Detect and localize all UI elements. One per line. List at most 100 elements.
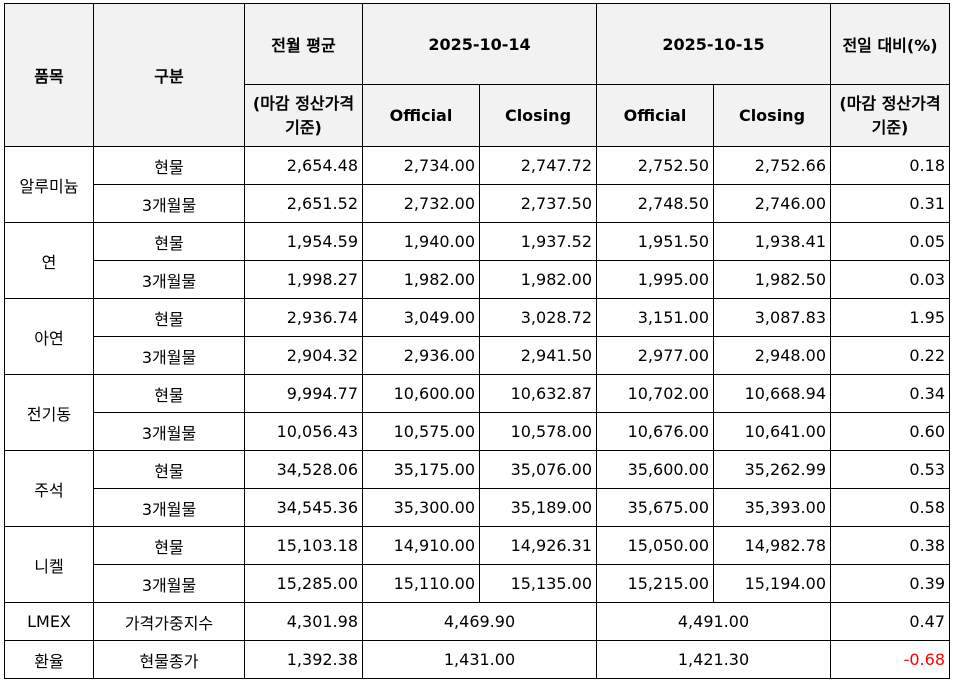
header-daily-change: 전일 대비(%) (830, 3, 950, 85)
header-date-1: 2025-10-14 (362, 3, 597, 85)
category-cell: 3개월물 (93, 336, 245, 375)
table-row: 전기동 현물 9,994.77 10,600.00 10,632.87 10,7… (4, 374, 950, 451)
d1-closing-cell: 2,737.50 (479, 184, 597, 223)
category-cell: 현물 (93, 222, 245, 261)
category-cell: 3개월물 (93, 260, 245, 299)
d1-value-cell: 1,431.00 (362, 640, 597, 679)
category-cell: 현물 (93, 298, 245, 337)
d2-closing-cell: 2,752.66 (713, 146, 831, 185)
avg-cell: 15,103.18 (244, 526, 363, 565)
d1-official-cell: 2,734.00 (362, 146, 480, 185)
avg-cell: 34,528.06 (244, 450, 363, 489)
d1-official-cell: 10,600.00 (362, 374, 480, 413)
d2-closing-cell: 15,194.00 (713, 564, 831, 603)
change-cell: 1.95 (830, 298, 950, 337)
d2-closing-cell: 1,938.41 (713, 222, 831, 261)
d1-closing-cell: 35,076.00 (479, 450, 597, 489)
header-d1-closing: Closing (479, 84, 597, 147)
d2-official-cell: 15,215.00 (596, 564, 714, 603)
header-category: 구분 (93, 3, 245, 147)
d1-closing-cell: 10,632.87 (479, 374, 597, 413)
avg-cell: 1,998.27 (244, 260, 363, 299)
header-prev-month-avg: 전월 평균 (244, 3, 363, 85)
d2-closing-cell: 35,393.00 (713, 488, 831, 527)
change-cell: 0.39 (830, 564, 950, 603)
d1-closing-cell: 15,135.00 (479, 564, 597, 603)
table-row: 3개월물 15,285.00 15,110.00 15,135.00 15,21… (5, 564, 950, 603)
d1-official-cell: 1,940.00 (362, 222, 480, 261)
d1-official-cell: 35,300.00 (362, 488, 480, 527)
change-cell: 0.47 (830, 602, 950, 641)
item-cell: 환율 (4, 640, 94, 679)
d1-closing-cell: 10,578.00 (479, 412, 597, 451)
avg-cell: 2,904.32 (244, 336, 363, 375)
d2-official-cell: 35,600.00 (596, 450, 714, 489)
avg-cell: 1,392.38 (244, 640, 363, 679)
table-row: 니켈 현물 15,103.18 14,910.00 14,926.31 15,0… (4, 526, 950, 603)
d2-official-cell: 10,702.00 (596, 374, 714, 413)
d2-closing-cell: 14,982.78 (713, 526, 831, 565)
d2-closing-cell: 2,746.00 (713, 184, 831, 223)
avg-cell: 34,545.36 (244, 488, 363, 527)
d2-closing-cell: 1,982.50 (713, 260, 831, 299)
d1-official-cell: 2,936.00 (362, 336, 480, 375)
table-row: 3개월물 2,904.32 2,936.00 2,941.50 2,977.00… (5, 336, 950, 375)
d2-closing-cell: 2,948.00 (713, 336, 831, 375)
d2-official-cell: 2,748.50 (596, 184, 714, 223)
header-item: 품목 (4, 3, 94, 147)
header-prev-month-avg-basis: (마감 정산가격 기준) (244, 84, 363, 147)
change-cell: 0.34 (830, 374, 950, 413)
category-cell: 현물 (93, 374, 245, 413)
change-cell: 0.38 (830, 526, 950, 565)
d2-value-cell: 1,421.30 (596, 640, 831, 679)
avg-cell: 2,936.74 (244, 298, 363, 337)
change-cell: 0.05 (830, 222, 950, 261)
d1-official-cell: 1,982.00 (362, 260, 480, 299)
d1-closing-cell: 2,941.50 (479, 336, 597, 375)
table-row-lmex: LMEX 가격가중지수 4,301.98 4,469.90 4,491.00 0… (4, 602, 950, 641)
table-row: 주석 현물 34,528.06 35,175.00 35,076.00 35,6… (4, 450, 950, 527)
avg-cell: 2,651.52 (244, 184, 363, 223)
category-cell: 현물 (93, 146, 245, 185)
category-cell: 현물 (93, 450, 245, 489)
d2-closing-cell: 35,262.99 (713, 450, 831, 489)
d1-closing-cell: 1,937.52 (479, 222, 597, 261)
table-row: 3개월물 2,651.52 2,732.00 2,737.50 2,748.50… (5, 184, 950, 223)
header-d2-closing: Closing (713, 84, 831, 147)
change-cell: 0.18 (830, 146, 950, 185)
item-cell: 니켈 (4, 526, 94, 603)
change-cell: 0.53 (830, 450, 950, 489)
header-d2-official: Official (596, 84, 714, 147)
d1-closing-cell: 35,189.00 (479, 488, 597, 527)
category-cell: 현물 (93, 526, 245, 565)
item-cell: 전기동 (4, 374, 94, 451)
item-cell: 주석 (4, 450, 94, 527)
table-row-fx: 환율 현물종가 1,392.38 1,431.00 1,421.30 -0.68 (4, 640, 950, 679)
header-daily-change-basis: (마감 정산가격 기준) (830, 84, 950, 147)
change-cell: 0.58 (830, 488, 950, 527)
item-cell: 연 (4, 222, 94, 299)
category-cell: 3개월물 (93, 564, 245, 603)
header-d1-official: Official (362, 84, 480, 147)
d1-official-cell: 35,175.00 (362, 450, 480, 489)
table-row: 3개월물 10,056.43 10,575.00 10,578.00 10,67… (5, 412, 950, 451)
d1-closing-cell: 2,747.72 (479, 146, 597, 185)
d2-official-cell: 2,752.50 (596, 146, 714, 185)
avg-cell: 9,994.77 (244, 374, 363, 413)
avg-cell: 10,056.43 (244, 412, 363, 451)
item-cell: LMEX (4, 602, 94, 641)
lme-price-table: 품목 구분 전월 평균 2025-10-14 2025-10-15 전일 대비(… (4, 3, 950, 679)
table-row: 알루미늄 현물 2,654.48 2,734.00 2,747.72 2,752… (4, 146, 950, 223)
category-cell: 3개월물 (93, 184, 245, 223)
header-date-2: 2025-10-15 (596, 3, 831, 85)
category-cell: 가격가중지수 (93, 602, 245, 641)
d1-closing-cell: 14,926.31 (479, 526, 597, 565)
d2-official-cell: 2,977.00 (596, 336, 714, 375)
change-cell: 0.60 (830, 412, 950, 451)
category-cell: 3개월물 (93, 412, 245, 451)
d2-closing-cell: 10,668.94 (713, 374, 831, 413)
d1-value-cell: 4,469.90 (362, 602, 597, 641)
change-cell-negative: -0.68 (830, 640, 950, 679)
d1-official-cell: 15,110.00 (362, 564, 480, 603)
d2-closing-cell: 10,641.00 (713, 412, 831, 451)
